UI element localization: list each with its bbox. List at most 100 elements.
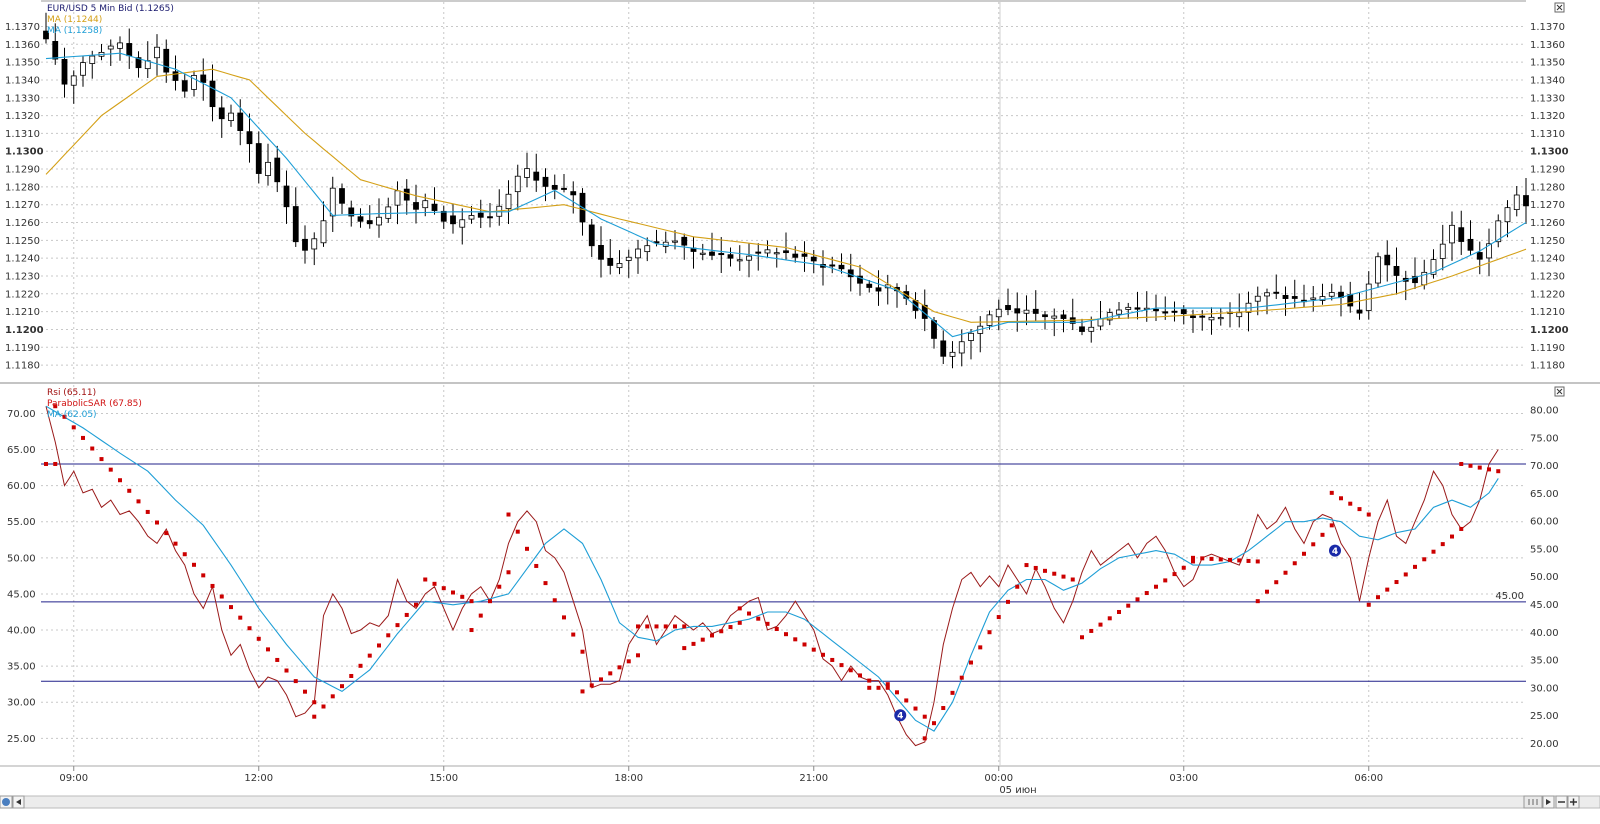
candle — [265, 143, 271, 186]
sar-dot — [867, 685, 872, 690]
sar-dot — [1265, 589, 1269, 594]
sar-dot — [1255, 559, 1260, 564]
price-tick-label-right: 1.1230 — [1530, 271, 1565, 282]
sar-dot — [506, 512, 511, 517]
sar-dot — [1450, 534, 1454, 539]
candle-body-bearish — [1273, 291, 1280, 294]
candle-body-bearish — [866, 283, 873, 288]
candle-body-bearish — [200, 74, 207, 83]
candle — [773, 247, 780, 268]
candle — [783, 232, 789, 260]
candle-body-bullish — [505, 193, 512, 209]
sar-dot — [340, 684, 344, 689]
candle — [598, 226, 604, 278]
price-legend-entry: MA (1.1258) — [47, 26, 102, 36]
candle — [1486, 228, 1492, 277]
candle — [709, 232, 715, 261]
candle — [172, 55, 179, 91]
rsi-tick-label-right: 80.00 — [1530, 406, 1559, 417]
candle-body-bearish — [246, 131, 253, 145]
sar-dot — [395, 623, 400, 628]
candle-body-bullish — [986, 314, 993, 326]
candle-body-bullish — [699, 252, 706, 255]
sar-dot — [571, 632, 576, 637]
candle — [431, 187, 438, 215]
candle — [385, 197, 392, 223]
candle-body-bullish — [1328, 292, 1335, 297]
candle — [107, 39, 114, 66]
candle-body-bearish — [1291, 296, 1298, 299]
candle-body-bullish — [1513, 194, 1520, 210]
sar-dot — [1209, 556, 1214, 561]
sar-dot — [284, 668, 289, 673]
price-tick-label-left: 1.1180 — [5, 361, 40, 372]
sar-dot — [830, 657, 835, 662]
date-label: 05 июн — [999, 785, 1036, 796]
candle-body-bearish — [52, 41, 59, 60]
price-tick-label-left: 1.1250 — [5, 236, 40, 247]
rsi-tick-label-right: 20.00 — [1530, 739, 1559, 750]
candle-body-bearish — [1180, 309, 1187, 315]
candle-body-bearish — [339, 188, 345, 204]
sar-dot — [488, 599, 492, 604]
candle-body-bearish — [561, 187, 567, 190]
candle — [1217, 308, 1224, 326]
candle — [292, 187, 299, 247]
candle — [1458, 210, 1465, 255]
candle-body-bullish — [1495, 220, 1502, 243]
price-tick-label-left: 1.1340 — [5, 75, 40, 86]
candle-body-bearish — [1393, 265, 1400, 276]
price-tick-label-left: 1.1320 — [5, 111, 40, 122]
candle — [487, 203, 493, 228]
sar-dot — [1228, 557, 1232, 562]
candle-body-bullish — [514, 175, 521, 193]
candle — [968, 329, 974, 360]
candle — [181, 73, 188, 98]
time-axis: 05 июн 09:00 12:00 15:00 18:00 21:00 00:00 03:… — [0, 765, 1600, 796]
candle-body-bearish — [209, 80, 216, 108]
sar-dot — [1366, 602, 1371, 607]
candle-body-bearish — [302, 238, 308, 251]
sar-dot — [423, 577, 428, 582]
sar-dot — [691, 641, 696, 646]
sar-dot — [1024, 563, 1029, 568]
candle-body-bearish — [61, 58, 68, 85]
price-tick-label-right: 1.1240 — [1530, 254, 1565, 265]
sar-dot — [219, 594, 224, 599]
sar-dot — [173, 541, 178, 546]
candle — [727, 247, 734, 267]
price-tick-label-right: 1.1200 — [1530, 325, 1569, 336]
candle-body-bearish — [357, 216, 364, 222]
sar-dot — [525, 546, 529, 551]
candle-body-bearish — [533, 171, 540, 181]
sar-dot — [71, 425, 76, 430]
sar-dot — [1191, 555, 1195, 560]
sar-dot — [1191, 559, 1195, 564]
sar-dot — [793, 637, 798, 642]
sar-dot — [941, 706, 946, 711]
candle — [1190, 309, 1196, 333]
rsi-legend-entry: Rsi (65.11) — [47, 388, 96, 398]
scrollbar-track[interactable] — [0, 795, 1600, 809]
price-panel-close-button[interactable] — [1554, 2, 1565, 13]
sar-dot — [534, 563, 539, 568]
candle-body-bearish — [237, 112, 244, 131]
sar-dot — [682, 624, 687, 629]
candle-body-bullish — [644, 245, 651, 253]
candle — [570, 181, 577, 214]
sar-dot — [1320, 532, 1325, 537]
candle — [542, 168, 549, 202]
candle-body-bearish — [477, 212, 484, 218]
close-icon — [1556, 4, 1563, 11]
horizontal-scrollbar[interactable] — [0, 795, 1600, 809]
candle — [1375, 252, 1381, 288]
price-legend-entry: MA (1.1244) — [47, 15, 102, 25]
candle-body-bullish — [1264, 292, 1270, 297]
sar-dot — [913, 706, 918, 711]
price-legend-entry: EUR/USD 5 Min Bid (1.1265) — [47, 4, 174, 14]
rsi-panel-close-button[interactable] — [1554, 386, 1565, 397]
price-tick-label-left: 1.1200 — [5, 325, 44, 336]
candle — [866, 280, 873, 293]
price-tick-label-right: 1.1260 — [1530, 218, 1565, 229]
